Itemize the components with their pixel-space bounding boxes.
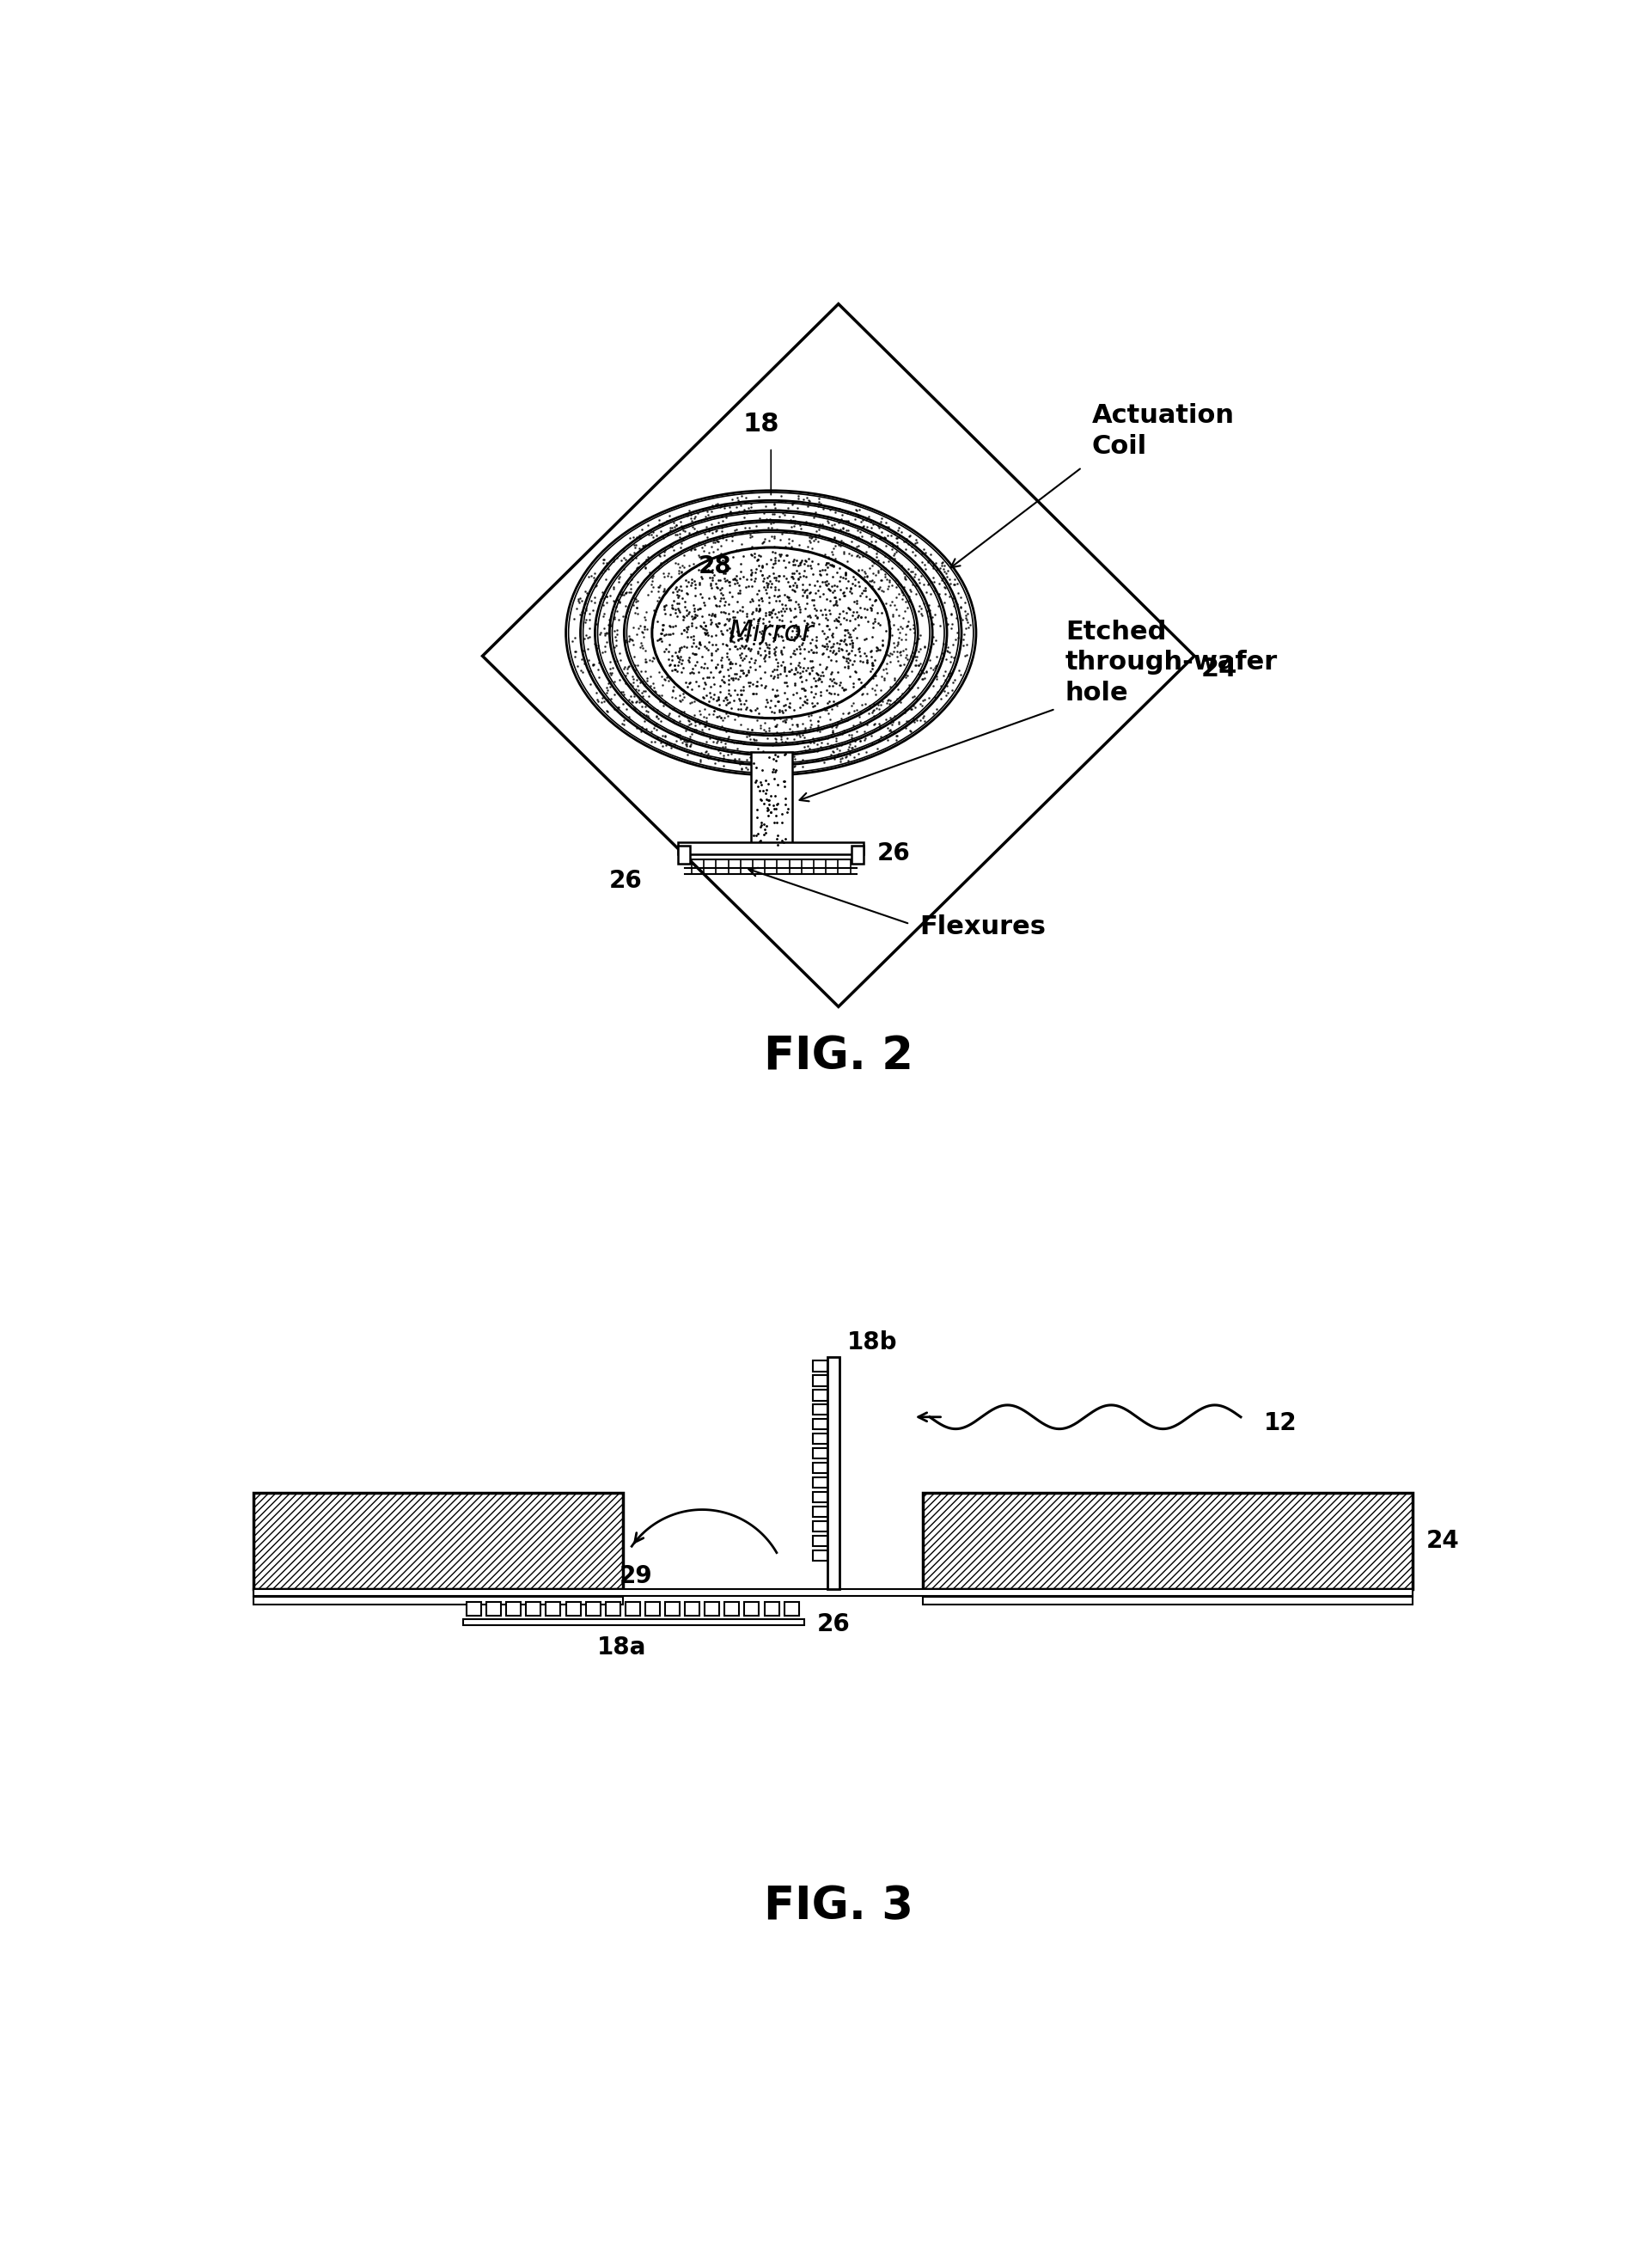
Bar	[645, 1601, 659, 1615]
Bar	[466, 1601, 481, 1615]
Bar	[923, 1590, 1414, 1597]
Bar	[506, 1601, 520, 1615]
Bar	[605, 1601, 620, 1615]
Bar	[813, 1492, 828, 1501]
Bar	[813, 1535, 828, 1547]
Bar	[813, 1463, 828, 1474]
Bar	[625, 1601, 640, 1615]
Bar	[813, 1447, 828, 1458]
Bar	[813, 1506, 828, 1517]
Bar	[923, 1492, 1414, 1590]
Bar	[254, 1590, 623, 1597]
Bar	[813, 1420, 828, 1429]
Text: 24: 24	[1427, 1529, 1459, 1554]
Bar	[828, 1359, 839, 1590]
Text: 29: 29	[620, 1563, 653, 1588]
Text: Etched
through-wafer
hole: Etched through-wafer hole	[1065, 619, 1278, 705]
Ellipse shape	[653, 549, 888, 717]
Bar	[254, 1597, 623, 1606]
Bar	[813, 1374, 828, 1386]
Bar	[923, 1597, 1414, 1606]
Text: 18a: 18a	[597, 1635, 646, 1660]
Bar	[813, 1433, 828, 1445]
Bar	[679, 844, 864, 855]
Bar	[254, 1590, 1414, 1597]
Bar	[852, 846, 864, 864]
Text: 12: 12	[1265, 1411, 1297, 1436]
Bar	[784, 1601, 798, 1615]
Bar	[764, 1601, 779, 1615]
Text: Actuation
Coil: Actuation Coil	[1091, 404, 1235, 458]
Bar	[705, 1601, 720, 1615]
Bar	[813, 1476, 828, 1488]
Text: FIG. 2: FIG. 2	[764, 1034, 913, 1080]
Bar	[679, 846, 690, 864]
Text: FIG. 3: FIG. 3	[764, 1885, 913, 1930]
Bar	[813, 1404, 828, 1415]
Text: 24: 24	[1201, 658, 1237, 683]
Bar	[813, 1549, 828, 1560]
Bar	[586, 1601, 600, 1615]
Bar	[566, 1601, 581, 1615]
Text: 26: 26	[816, 1613, 849, 1635]
Bar	[254, 1492, 623, 1590]
Text: Mirror: Mirror	[728, 619, 813, 646]
Bar	[813, 1522, 828, 1531]
Bar	[725, 1601, 739, 1615]
Text: 26: 26	[877, 841, 910, 864]
Bar	[463, 1619, 803, 1624]
Text: 18b: 18b	[847, 1329, 897, 1354]
Bar	[813, 1390, 828, 1399]
Text: 18: 18	[743, 413, 779, 438]
Bar	[666, 1601, 679, 1615]
Text: 28: 28	[699, 553, 731, 578]
Bar	[751, 753, 792, 848]
Bar	[486, 1601, 501, 1615]
Text: Flexures: Flexures	[919, 914, 1045, 939]
Text: 26: 26	[609, 869, 641, 894]
Bar	[527, 1601, 542, 1615]
Bar	[685, 1601, 700, 1615]
Bar	[744, 1601, 759, 1615]
Bar	[813, 1361, 828, 1372]
Bar	[546, 1601, 561, 1615]
